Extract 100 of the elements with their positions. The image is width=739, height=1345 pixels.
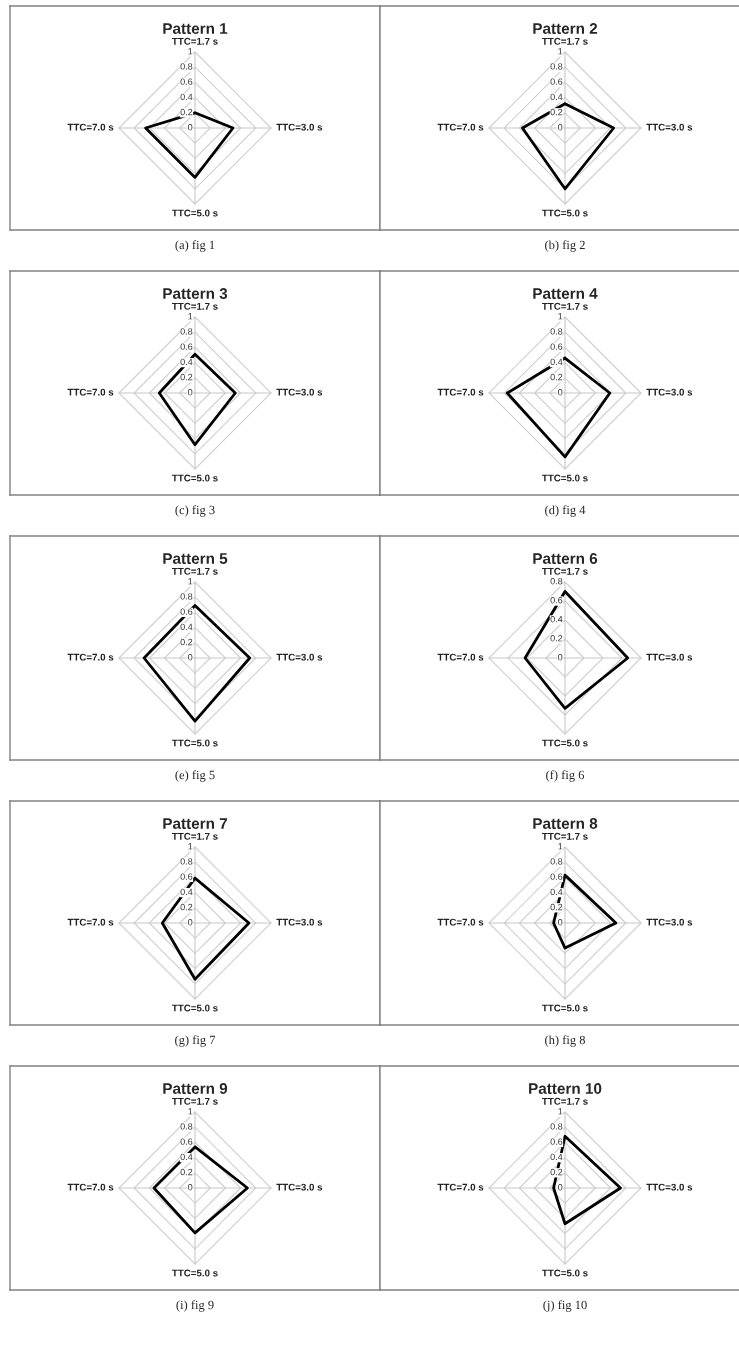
spoke-label: TTC=3.0 s xyxy=(276,918,323,926)
spoke-label: TTC=3.0 s xyxy=(276,388,323,396)
spoke-label: TTC=5.0 s xyxy=(172,474,218,482)
spoke-label: TTC=5.0 s xyxy=(542,739,588,747)
text: (h) fig 8 xyxy=(545,1035,585,1047)
y-tick-label: 0.2 xyxy=(550,108,563,116)
spoke-label: TTC=1.7 s xyxy=(172,302,218,310)
spoke-label: TTC=1.7 s xyxy=(172,832,218,840)
chart-title: Pattern 9 xyxy=(163,1083,228,1094)
spoke-label: TTC=5.0 s xyxy=(172,739,218,747)
y-tick-label: 0.2 xyxy=(550,635,563,642)
spoke-label: TTC=7.0 s xyxy=(67,1183,114,1191)
y-tick-label: 0 xyxy=(188,1184,193,1191)
y-tick-label: 1 xyxy=(188,48,193,55)
spoke-label: TTC=3.0 s xyxy=(276,653,323,661)
y-tick-label: 0.6 xyxy=(550,873,563,880)
spoke-label: TTC=5.0 s xyxy=(542,1004,588,1012)
spoke-label: TTC=5.0 s xyxy=(172,209,218,217)
y-tick-label: 0.6 xyxy=(550,597,563,604)
text: (b) fig 2 xyxy=(545,240,585,252)
spoke-label: TTC=3.0 s xyxy=(646,388,693,396)
spoke-label: TTC=1.7 s xyxy=(172,1097,218,1105)
y-tick-label: 0.4 xyxy=(550,888,563,896)
y-tick-label: 0 xyxy=(558,124,563,131)
y-tick-label: 0.6 xyxy=(550,1138,563,1145)
y-tick-label: 0.6 xyxy=(550,78,563,85)
chart-title: Pattern 10 xyxy=(529,1083,602,1094)
y-tick-label: 0.8 xyxy=(550,63,563,70)
y-tick-label: 1 xyxy=(558,1108,563,1115)
spoke-label: TTC=3.0 s xyxy=(646,918,693,926)
y-tick-label: 0.8 xyxy=(180,328,193,335)
spoke-label: TTC=5.0 s xyxy=(542,474,588,482)
y-tick-label: 0.4 xyxy=(180,888,193,896)
y-tick-label: 0.2 xyxy=(550,1168,563,1176)
spoke-label: TTC=5.0 s xyxy=(542,209,588,217)
y-tick-label: 0.8 xyxy=(550,578,563,585)
text: (f) fig 6 xyxy=(546,770,585,782)
y-tick-label: 0.4 xyxy=(180,93,193,101)
y-tick-label: 1 xyxy=(188,313,193,320)
y-tick-label: 0 xyxy=(558,389,563,396)
y-tick-label: 0.8 xyxy=(180,63,193,70)
spoke-label: TTC=1.7 s xyxy=(542,1097,588,1105)
spoke-label: TTC=5.0 s xyxy=(542,1269,588,1277)
y-tick-label: 1 xyxy=(558,48,563,55)
spoke-label: TTC=7.0 s xyxy=(437,918,484,926)
y-tick-label: 0 xyxy=(188,124,193,131)
spoke-label: TTC=1.7 s xyxy=(542,832,588,840)
y-tick-label: 0.6 xyxy=(550,343,563,350)
y-tick-label: 0 xyxy=(188,654,193,661)
chart-title: Pattern 3 xyxy=(163,288,228,299)
text: (i) fig 9 xyxy=(176,1300,214,1312)
y-tick-label: 0.4 xyxy=(550,1153,563,1161)
y-tick-label: 0.8 xyxy=(180,1123,193,1130)
y-tick-label: 0.6 xyxy=(180,343,193,350)
spoke-label: TTC=3.0 s xyxy=(646,1183,693,1191)
y-tick-label: 0.2 xyxy=(180,638,193,646)
spoke-label: TTC=1.7 s xyxy=(172,37,218,45)
y-tick-label: 0.4 xyxy=(180,623,193,631)
y-tick-label: 0.4 xyxy=(550,93,563,101)
chart-title: Pattern 7 xyxy=(163,818,228,829)
y-tick-label: 0.4 xyxy=(550,616,563,623)
y-tick-label: 1 xyxy=(188,578,193,585)
spoke-label: TTC=7.0 s xyxy=(67,388,114,396)
y-tick-label: 0 xyxy=(188,389,193,396)
y-tick-label: 0.8 xyxy=(180,593,193,600)
spoke-label: TTC=1.7 s xyxy=(542,37,588,45)
y-tick-label: 0.8 xyxy=(180,858,193,865)
y-tick-label: 0 xyxy=(558,919,563,926)
spoke-label: TTC=3.0 s xyxy=(276,1183,323,1191)
text: (g) fig 7 xyxy=(175,1035,216,1047)
y-tick-label: 0.4 xyxy=(550,358,563,366)
spoke-label: TTC=7.0 s xyxy=(437,653,484,661)
y-tick-label: 0.8 xyxy=(550,328,563,335)
y-tick-label: 0.2 xyxy=(180,903,193,911)
spoke-label: TTC=7.0 s xyxy=(437,388,484,396)
chart-title: Pattern 6 xyxy=(533,553,598,564)
y-tick-label: 0.6 xyxy=(180,1138,193,1145)
spoke-label: TTC=3.0 s xyxy=(646,123,693,131)
text: (j) fig 10 xyxy=(543,1300,587,1312)
y-tick-label: 0.2 xyxy=(180,1168,193,1176)
text: (c) fig 3 xyxy=(175,505,215,517)
spoke-label: TTC=3.0 s xyxy=(276,123,323,131)
spoke-label: TTC=7.0 s xyxy=(67,123,114,131)
y-tick-label: 0 xyxy=(558,1184,563,1191)
y-tick-label: 1 xyxy=(188,843,193,850)
spoke-label: TTC=1.7 s xyxy=(542,567,588,575)
text: (a) fig 1 xyxy=(175,240,215,252)
y-tick-label: 0.6 xyxy=(180,78,193,85)
y-tick-label: 0.2 xyxy=(180,108,193,116)
y-tick-label: 0.8 xyxy=(550,858,563,865)
y-tick-label: 0.2 xyxy=(550,903,563,911)
spoke-label: TTC=5.0 s xyxy=(172,1269,218,1277)
chart-title: Pattern 2 xyxy=(533,23,598,34)
y-tick-label: 0.8 xyxy=(550,1123,563,1130)
spoke-label: TTC=1.7 s xyxy=(172,567,218,575)
spoke-label: TTC=5.0 s xyxy=(172,1004,218,1012)
chart-title: Pattern 1 xyxy=(163,23,228,34)
y-tick-label: 0.6 xyxy=(180,873,193,880)
y-tick-label: 1 xyxy=(558,313,563,320)
y-tick-label: 0 xyxy=(558,654,563,661)
